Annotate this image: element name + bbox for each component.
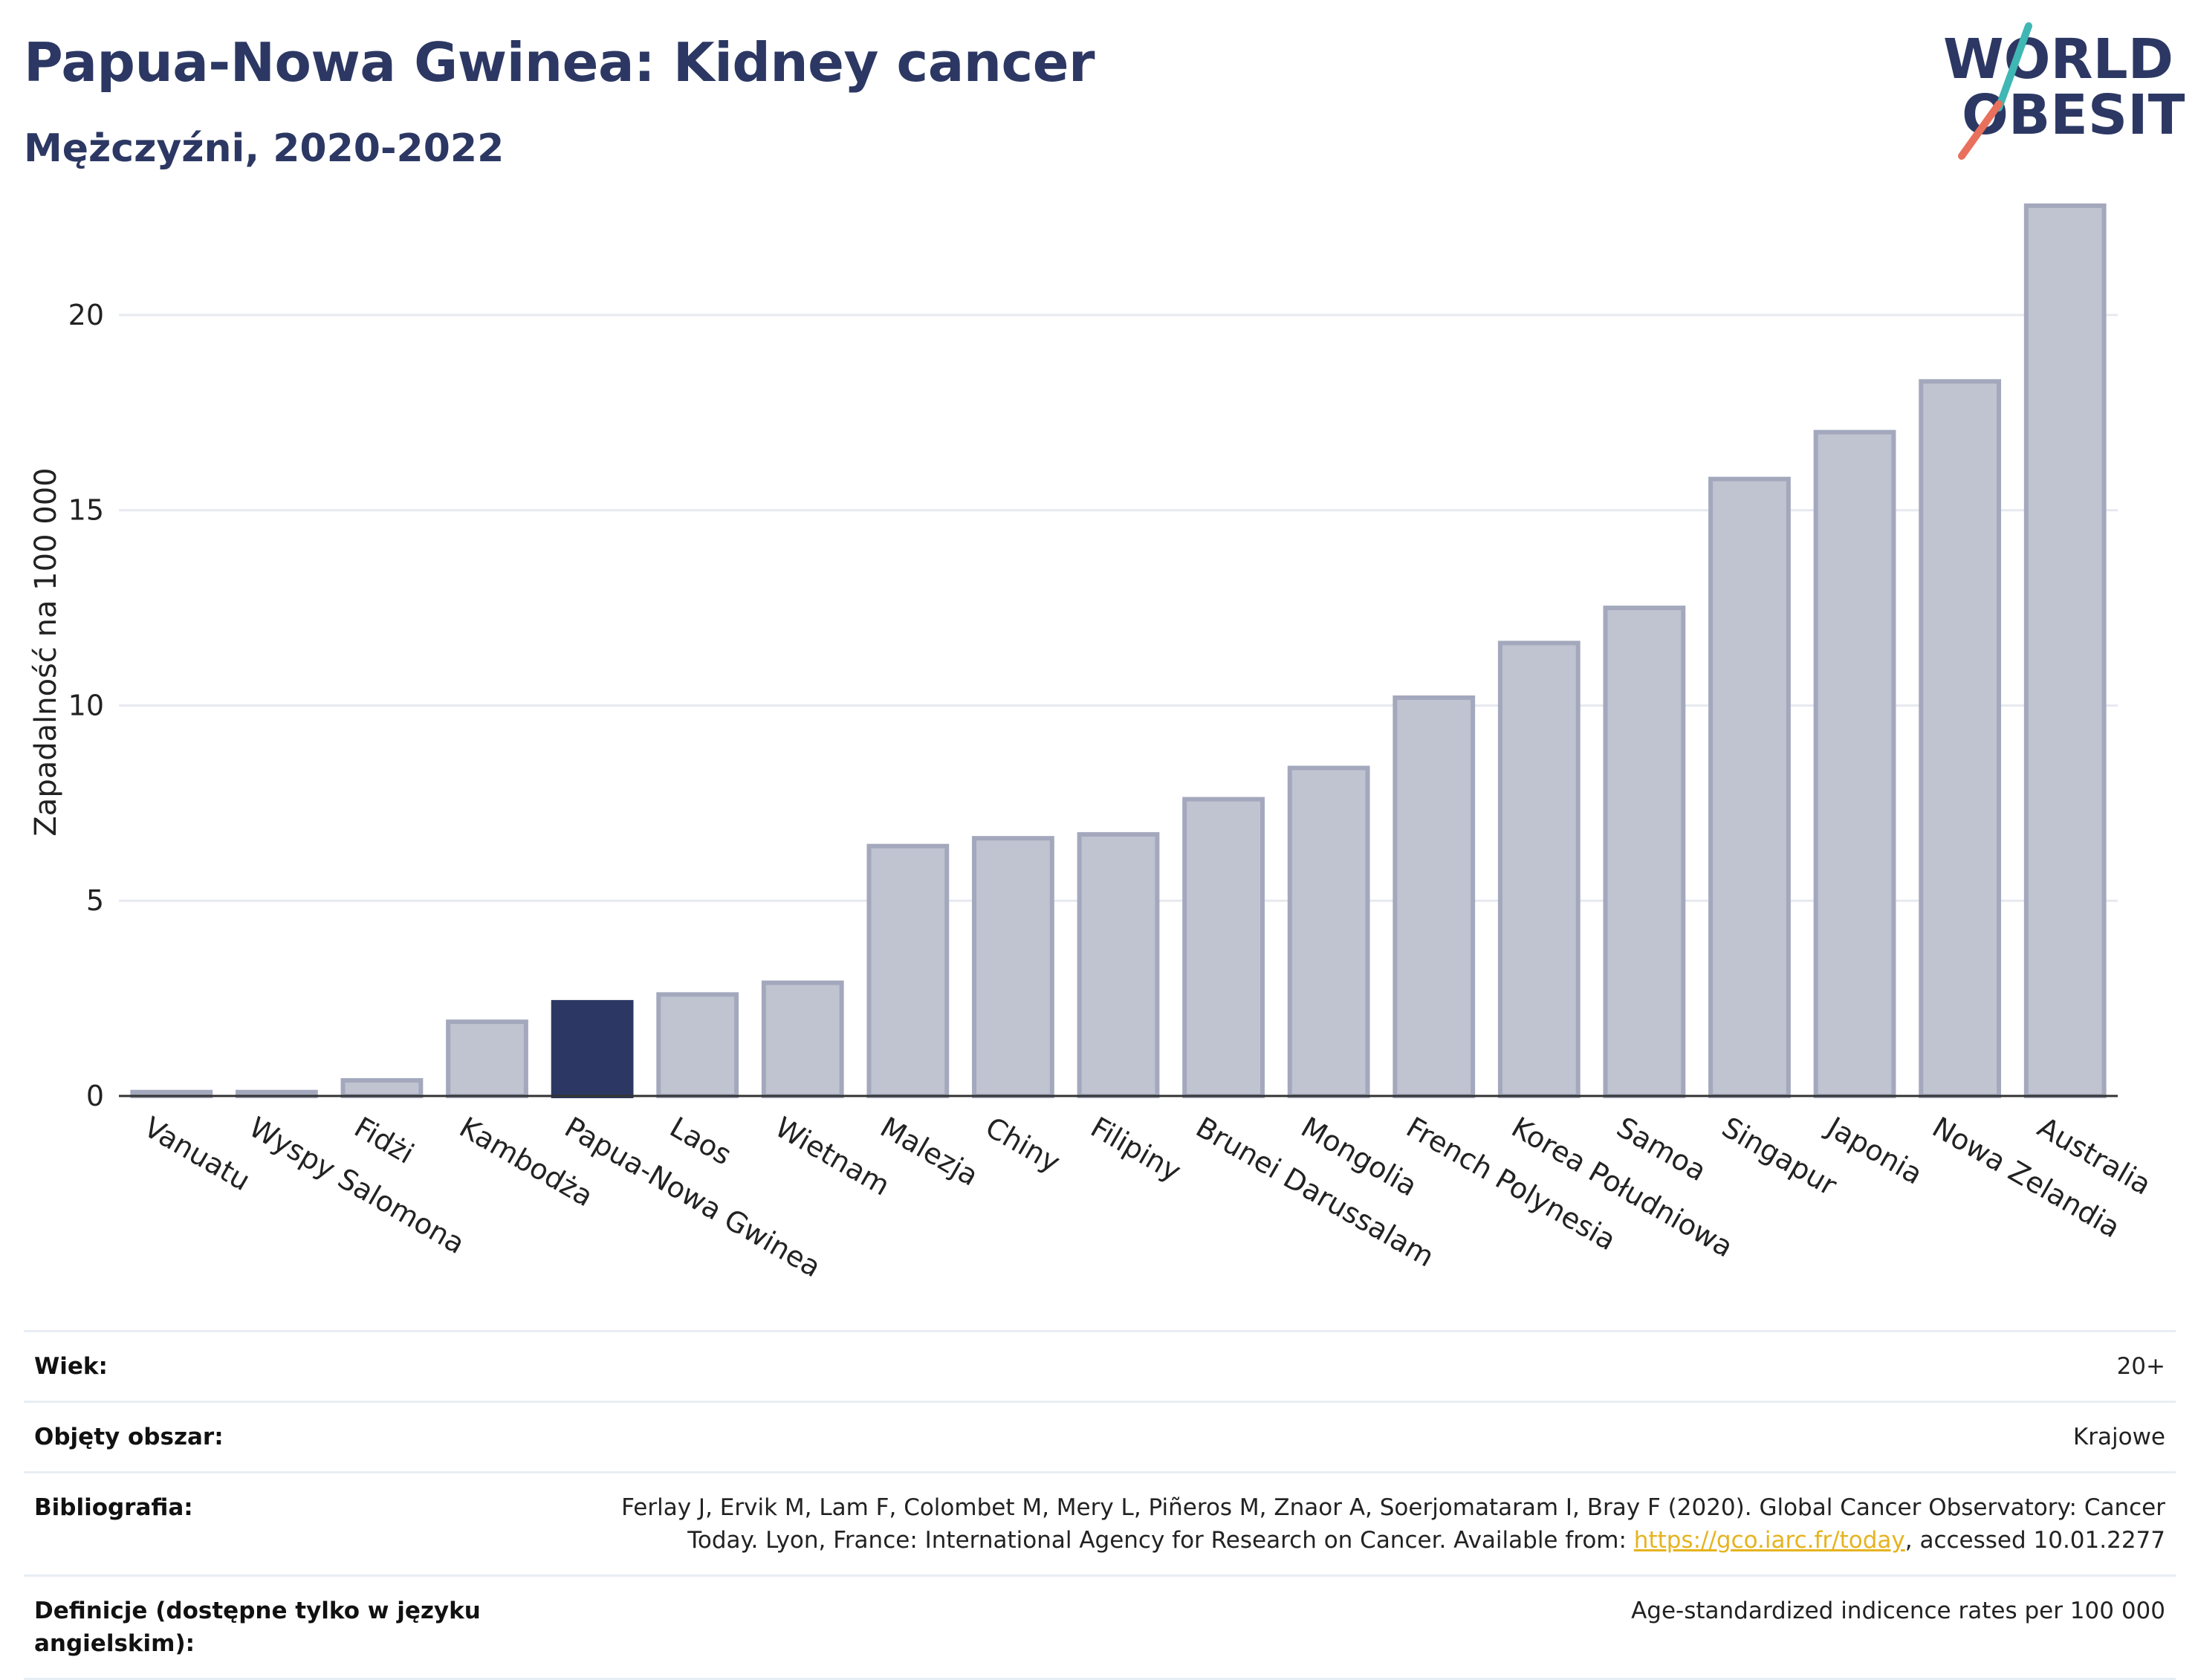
bar-samoa bbox=[1603, 606, 1686, 1098]
y-tick-label: 15 bbox=[68, 494, 104, 527]
bar-australia bbox=[2023, 203, 2107, 1098]
logo-line-1: WORLD bbox=[1943, 27, 2173, 91]
x-tick-label: Chiny bbox=[980, 1111, 1066, 1179]
bar-french-polynesia bbox=[1393, 695, 1476, 1098]
meta-value: Ferlay J, Ervik M, Lam F, Colombet M, Me… bbox=[568, 1491, 2165, 1557]
gco-link[interactable]: https://gco.iarc.fr/today bbox=[1633, 1527, 1905, 1554]
meta-key: Wiek: bbox=[34, 1353, 108, 1380]
logo-line-2: OBESITY bbox=[1962, 83, 2185, 147]
y-tick-label: 10 bbox=[68, 689, 104, 721]
y-axis-label: Zapadalność na 100 000 bbox=[29, 467, 63, 836]
bar-brunei-darussalam bbox=[1182, 797, 1265, 1098]
x-tick-label: Laos bbox=[664, 1111, 737, 1172]
y-tick-label: 20 bbox=[68, 299, 104, 331]
y-axis-ticks: 0 5 10 15 20 bbox=[68, 299, 104, 1112]
y-tick-label: 0 bbox=[86, 1080, 104, 1112]
bar-japonia bbox=[1813, 429, 1896, 1098]
bar-korea-po-udniowa bbox=[1497, 640, 1581, 1098]
world-obesity-logo: WORLD OBESITY bbox=[1943, 22, 2185, 160]
bar-filipiny bbox=[1077, 831, 1160, 1099]
bar-malezja bbox=[866, 843, 950, 1098]
x-tick-label: Wietnam bbox=[770, 1111, 895, 1202]
page-title: Papua-Nowa Gwinea: Kidney cancer bbox=[24, 31, 1095, 94]
meta-value: 20+ bbox=[2116, 1353, 2165, 1380]
bar-wietnam bbox=[761, 980, 844, 1098]
bar-singapur bbox=[1708, 476, 1791, 1098]
meta-value: Krajowe bbox=[2072, 1424, 2165, 1450]
bar-papua-nowa-gwinea bbox=[551, 999, 634, 1098]
bar-chiny bbox=[972, 836, 1054, 1098]
x-tick-label: Fidżi bbox=[348, 1111, 419, 1170]
bar-mongolia bbox=[1287, 765, 1370, 1099]
meta-value: Age-standardized indicence rates per 100… bbox=[1631, 1598, 2165, 1624]
bar-kambod-a bbox=[446, 1019, 528, 1098]
logo-slash-teal bbox=[1995, 22, 2032, 111]
bibliography-text: Ferlay J, Ervik M, Lam F, Colombet M, Me… bbox=[621, 1494, 2165, 1554]
bar-laos bbox=[656, 992, 739, 1098]
y-tick-label: 5 bbox=[86, 884, 104, 917]
logo-slash-red bbox=[1958, 100, 2003, 160]
meta-key: Definicje (dostępne tylko w języku angie… bbox=[34, 1598, 481, 1657]
meta-row-age: Wiek: 20+ bbox=[24, 1332, 2176, 1403]
x-tick-label: Vanuatu bbox=[138, 1111, 256, 1197]
metadata-table: Wiek: 20+ Objęty obszar: Krajowe Bibliog… bbox=[24, 1330, 2176, 1680]
meta-row-area: Objęty obszar: Krajowe bbox=[24, 1403, 2176, 1473]
bar-nowa-zelandia bbox=[1919, 379, 2002, 1098]
meta-key: Objęty obszar: bbox=[34, 1424, 224, 1450]
x-tick-label: Singapur bbox=[1716, 1111, 1843, 1202]
meta-row-bibliography: Bibliografia: Ferlay J, Ervik M, Lam F, … bbox=[24, 1473, 2176, 1577]
page-subtitle: Mężczyźni, 2020-2022 bbox=[24, 126, 505, 171]
bibliography-accessed: , accessed 10.01.2277 bbox=[1904, 1527, 2165, 1554]
x-tick-label: Filipiny bbox=[1086, 1111, 1187, 1188]
x-tick-label: Nowa Zelandia bbox=[1927, 1111, 2125, 1245]
meta-key: Bibliografia: bbox=[34, 1494, 193, 1521]
meta-row-definitions: Definicje (dostępne tylko w języku angie… bbox=[24, 1577, 2176, 1680]
bar-fid-i bbox=[340, 1077, 424, 1099]
bars bbox=[130, 203, 2107, 1099]
